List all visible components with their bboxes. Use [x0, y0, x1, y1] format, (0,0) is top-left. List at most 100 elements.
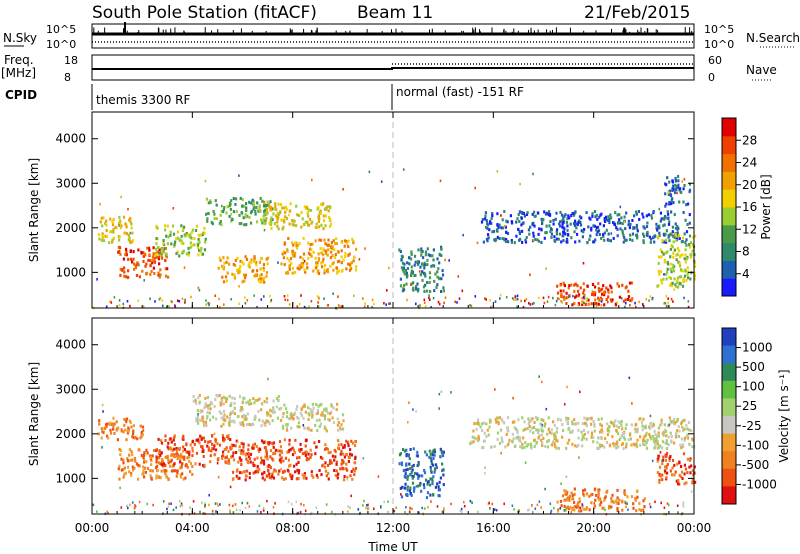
- heatmap-cell: [234, 503, 237, 506]
- heatmap-cell: [427, 253, 430, 257]
- heatmap-cell: [686, 457, 689, 461]
- heatmap-cell: [503, 237, 506, 241]
- heatmap-cell: [541, 220, 544, 224]
- heatmap-cell: [171, 448, 174, 452]
- heatmap-cell: [209, 400, 212, 404]
- heatmap-cell: [477, 421, 480, 425]
- heatmap-cell: [438, 302, 441, 306]
- heatmap-cell: [269, 300, 272, 303]
- heatmap-cell: [126, 459, 130, 463]
- heatmap-cell: [658, 231, 661, 235]
- heatmap-cell: [571, 420, 574, 424]
- heatmap-cell: [667, 212, 670, 216]
- heatmap-cell: [211, 434, 214, 437]
- heatmap-cell: [184, 234, 187, 238]
- heatmap-cell: [573, 505, 576, 509]
- heatmap-cell: [676, 225, 679, 228]
- heatmap-cell: [575, 445, 579, 449]
- heatmap-cell: [235, 451, 238, 454]
- heatmap-cell: [480, 220, 484, 224]
- heatmap-cell: [310, 300, 313, 303]
- heatmap-cell: [548, 431, 551, 435]
- heatmap-cell: [546, 432, 549, 436]
- heatmap-cell: [683, 438, 686, 442]
- cpid-segment-2: normal (fast) -151 RF: [396, 85, 524, 99]
- heatmap-cell: [656, 235, 660, 239]
- heatmap-cell: [611, 298, 614, 302]
- heatmap-cell: [297, 417, 300, 421]
- heatmap-cell: [563, 509, 566, 512]
- heatmap-cell: [197, 413, 199, 416]
- heatmap-cell: [336, 476, 339, 480]
- heatmap-cell: [180, 465, 183, 469]
- heatmap-cell: [408, 489, 412, 493]
- heatmap-cell: [277, 261, 279, 264]
- heatmap-cell: [649, 426, 652, 430]
- heatmap-cell: [657, 269, 660, 273]
- heatmap-cell: [413, 263, 416, 267]
- heatmap-cell: [573, 211, 576, 215]
- heatmap-cell: [317, 206, 320, 209]
- heatmap-cell: [189, 443, 192, 447]
- heatmap-cell: [671, 225, 674, 229]
- heatmap-cell: [319, 209, 322, 213]
- heatmap-cell: [538, 296, 540, 300]
- heatmap-cell: [541, 429, 545, 433]
- heatmap-cell: [433, 467, 437, 471]
- heatmap-cell: [241, 260, 244, 264]
- colorbar-tick-label: -1000: [742, 477, 777, 491]
- heatmap-cell: [307, 214, 310, 218]
- heatmap-cell: [198, 462, 201, 466]
- heatmap-cell: [156, 250, 159, 254]
- heatmap-cell: [167, 459, 170, 463]
- heatmap-cell: [192, 399, 195, 403]
- heatmap-cell: [657, 226, 660, 230]
- heatmap-cell: [166, 267, 169, 271]
- heatmap-cell: [313, 441, 316, 445]
- heatmap-cell: [249, 423, 252, 427]
- heatmap-cell: [170, 440, 173, 444]
- heatmap-cell: [684, 253, 687, 257]
- heatmap-cell: [292, 223, 295, 227]
- heatmap-cell: [191, 446, 194, 450]
- heatmap-cell: [685, 279, 688, 282]
- heatmap-cell: [311, 511, 313, 515]
- heatmap-cell: [206, 396, 209, 399]
- heatmap-cell: [412, 474, 415, 478]
- heatmap-cell: [442, 450, 445, 454]
- heatmap-cell: [640, 508, 643, 512]
- heatmap-cell: [439, 476, 442, 480]
- heatmap-cell: [176, 454, 179, 458]
- heatmap-cell: [228, 394, 231, 398]
- heatmap-cell: [168, 502, 170, 505]
- heatmap-cell: [517, 438, 520, 442]
- heatmap-cell: [472, 440, 475, 444]
- heatmap-cell: [300, 210, 303, 214]
- heatmap-cell: [169, 437, 172, 441]
- heatmap-cell: [164, 267, 167, 271]
- heatmap-cell: [243, 417, 246, 421]
- heatmap-cell: [670, 439, 673, 443]
- heatmap-cell: [619, 205, 622, 209]
- heatmap-cell: [658, 224, 661, 228]
- heatmap-cell: [642, 443, 645, 446]
- heatmap-cell: [520, 299, 522, 303]
- heatmap-cell: [291, 250, 294, 253]
- heatmap-cell: [292, 251, 295, 255]
- heatmap-cell: [176, 299, 179, 302]
- heatmap-cell: [553, 434, 556, 438]
- heatmap-cell: [420, 250, 423, 254]
- heatmap-cell: [440, 390, 443, 393]
- heatmap-cell: [268, 205, 271, 209]
- heatmap-cell: [664, 458, 668, 462]
- heatmap-cell: [142, 255, 145, 258]
- heatmap-cell: [545, 267, 547, 270]
- heatmap-cell: [489, 221, 492, 225]
- heatmap-cell: [691, 437, 694, 441]
- heatmap-cell: [510, 240, 513, 244]
- heatmap-cell: [219, 401, 222, 405]
- heatmap-cell: [548, 224, 551, 228]
- heatmap-cell: [299, 510, 302, 514]
- heatmap-cell: [487, 236, 490, 240]
- heatmap-cell: [645, 441, 648, 444]
